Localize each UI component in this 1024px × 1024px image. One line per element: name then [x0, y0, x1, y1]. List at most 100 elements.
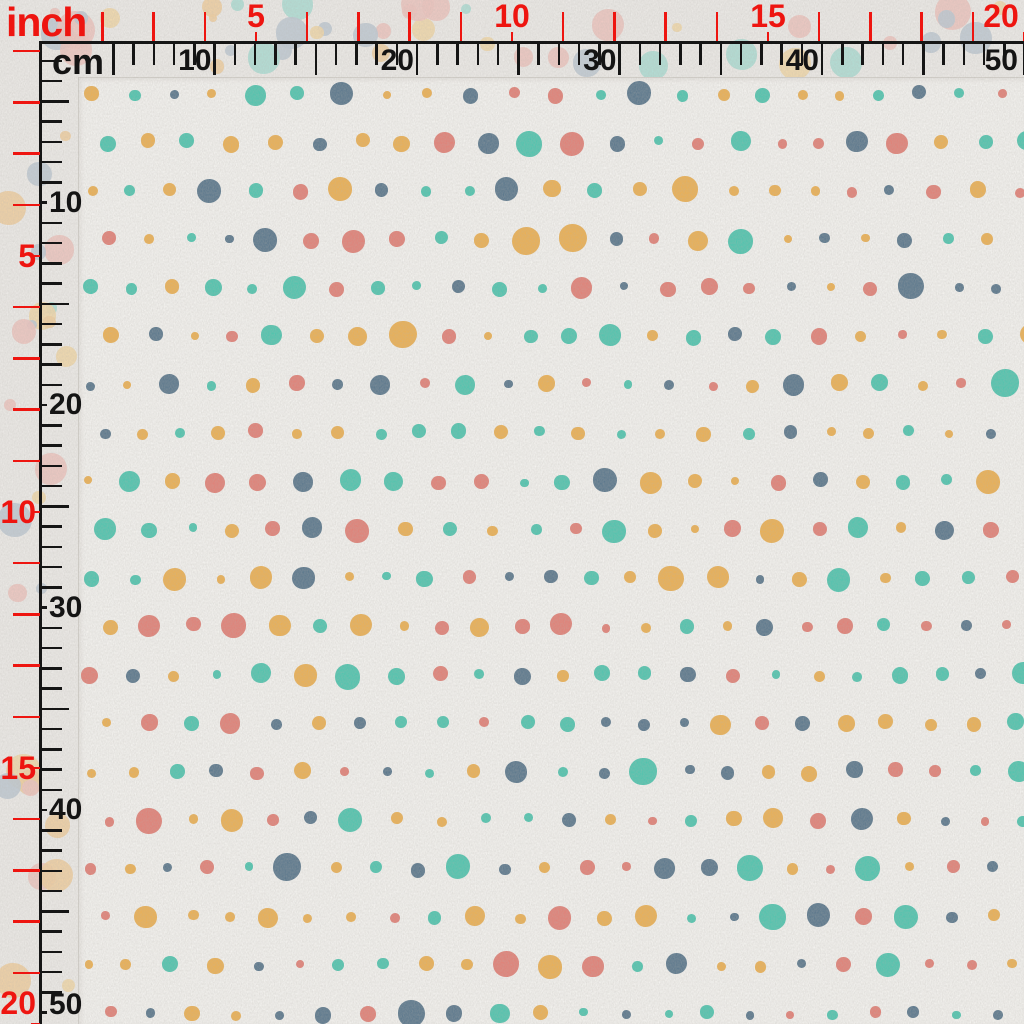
cm-tick	[334, 44, 338, 65]
cm-tick-major	[213, 44, 216, 75]
cm-tick	[679, 44, 682, 65]
cm-tick-major	[41, 201, 47, 204]
cm-tick	[496, 44, 500, 65]
cm-tick	[841, 44, 844, 65]
cm-tick	[41, 991, 62, 994]
cm-tick	[41, 667, 62, 670]
inch-tick	[13, 203, 40, 207]
cm-tick	[41, 221, 62, 224]
cm-tick	[638, 44, 641, 65]
inch-label: 15	[750, 0, 786, 34]
cm-tick	[41, 849, 62, 852]
cm-tick	[41, 120, 62, 123]
cm-tick	[41, 545, 62, 548]
inch-tick	[13, 152, 40, 155]
cm-tick	[41, 59, 62, 62]
inch-label: 5	[18, 238, 36, 274]
inch-tick	[305, 12, 309, 41]
inch-label: 10	[0, 494, 36, 530]
cm-tick	[41, 727, 62, 731]
inch-tick	[13, 613, 40, 616]
inch-tick	[13, 408, 40, 411]
cm-tick	[375, 44, 378, 65]
inch-tick	[101, 12, 104, 41]
inch-tick	[13, 920, 40, 923]
cm-tick	[982, 44, 986, 65]
inch-tick	[13, 49, 40, 53]
inch-tick	[152, 12, 155, 41]
inch-tick	[13, 817, 40, 821]
inch-tick	[459, 12, 463, 41]
cm-tick	[41, 302, 69, 305]
cm-tick	[537, 44, 540, 65]
cm-tick	[577, 44, 581, 65]
cm-tick	[41, 484, 62, 488]
cm-tick	[922, 44, 925, 75]
inch-tick	[971, 12, 975, 41]
cm-tick-major	[618, 44, 621, 75]
inch-tick-major	[31, 1022, 40, 1024]
cm-tick-major	[41, 1011, 47, 1014]
cm-tick	[41, 444, 62, 447]
cm-tick	[41, 383, 62, 386]
cm-tick	[274, 44, 277, 65]
cm-tick	[294, 44, 297, 65]
inch-tick-major	[766, 32, 770, 41]
cm-tick	[41, 970, 62, 974]
cm-tick	[517, 44, 520, 75]
cm-tick-major	[41, 606, 47, 609]
cm-tick	[41, 646, 62, 650]
cm-label: 30	[49, 590, 83, 624]
inch-tick-major	[31, 254, 40, 258]
cm-tick	[41, 181, 62, 184]
cm-tick	[41, 282, 62, 285]
cm-tick	[658, 44, 662, 65]
cm-tick	[881, 44, 884, 65]
cm-tick	[1003, 44, 1006, 65]
cm-ruler-baseline-left	[39, 41, 42, 1024]
cm-tick	[41, 322, 62, 326]
cm-tick	[41, 100, 69, 103]
cm-tick	[436, 44, 439, 65]
cm-tick	[41, 525, 62, 528]
cm-tick	[41, 950, 62, 953]
cm-tick	[699, 44, 702, 65]
inch-tick	[203, 12, 207, 41]
inch-tick	[357, 12, 360, 41]
cm-tick	[861, 44, 864, 65]
cm-tick	[41, 363, 62, 366]
inch-tick	[715, 12, 719, 41]
inch-tick	[408, 12, 411, 41]
cm-tick	[41, 889, 62, 893]
cm-label: 10	[178, 44, 212, 77]
inch-tick-major	[510, 32, 514, 41]
cm-tick	[598, 44, 601, 65]
inch-tick	[664, 12, 667, 41]
cm-label: 50	[984, 44, 1018, 77]
cm-tick	[942, 44, 945, 65]
cm-label: 40	[49, 793, 83, 826]
cm-tick	[41, 707, 69, 710]
inch-tick	[13, 305, 40, 309]
cm-tick	[456, 44, 459, 65]
inch-label: 10	[494, 0, 530, 34]
inch-label: 20	[983, 0, 1019, 34]
cm-tick	[193, 44, 196, 65]
inch-tick	[13, 664, 40, 667]
cm-tick	[233, 44, 236, 65]
cm-tick-major	[41, 808, 47, 812]
cm-tick	[41, 768, 62, 771]
inch-tick	[13, 971, 40, 975]
inch-tick-major	[31, 510, 40, 514]
cm-ruler-baseline-top	[39, 41, 1024, 44]
cm-label: 50	[49, 988, 83, 1021]
cm-tick	[739, 44, 743, 65]
cm-tick	[41, 869, 62, 872]
inch-tick	[561, 12, 565, 41]
cm-tick	[780, 44, 783, 65]
inch-ruler-title: inch	[6, 0, 87, 45]
cm-tick	[800, 44, 803, 65]
cm-tick	[41, 241, 62, 245]
inch-tick	[13, 715, 40, 719]
